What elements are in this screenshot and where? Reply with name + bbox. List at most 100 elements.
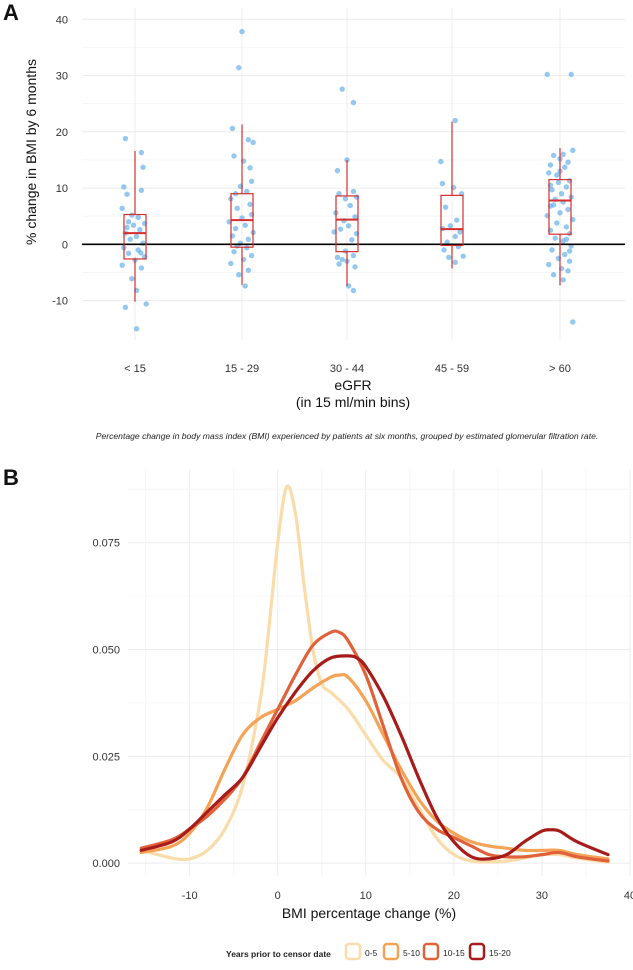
data-point [236, 272, 242, 278]
data-point [137, 227, 143, 233]
panel-a-y-tick-label: -10 [52, 296, 68, 308]
panel-a-y-axis-label: % change in BMI by 6 months [23, 59, 39, 245]
data-point [127, 236, 133, 242]
data-point [563, 184, 570, 190]
data-point [438, 158, 444, 165]
legend-title: Years prior to censor date [226, 949, 331, 959]
data-point [352, 214, 358, 220]
data-point [336, 190, 342, 197]
data-point [549, 187, 555, 193]
data-point [234, 205, 240, 212]
density-curve-5-10 [139, 672, 610, 861]
panel-a-y-tick-label: 20 [56, 127, 68, 139]
panel-b-y-tick-label: 0.075 [92, 538, 120, 550]
data-point [562, 251, 568, 258]
panel-b-label: B [3, 465, 19, 490]
data-point [125, 250, 132, 257]
panel-b-y-tick-label: 0.025 [92, 751, 120, 763]
data-point [337, 226, 344, 232]
data-point [231, 153, 237, 159]
box-iqr [123, 213, 147, 260]
data-point [550, 202, 557, 208]
data-point [231, 248, 237, 255]
data-point [239, 28, 245, 35]
data-point [242, 222, 248, 228]
data-point [550, 272, 557, 278]
legend-label: 10-15 [443, 948, 465, 958]
data-point [570, 147, 576, 154]
data-point [552, 235, 558, 241]
panel-a-y-tick-label: 10 [56, 183, 68, 195]
panel-b-y-ticks: 0.000 0.025 0.050 0.075 [92, 538, 120, 871]
legend-key-5-10 [382, 942, 400, 961]
data-point [119, 205, 125, 212]
data-point [125, 219, 132, 225]
data-point [236, 64, 242, 71]
legend-label: 5-10 [403, 948, 420, 958]
data-point [350, 188, 357, 195]
data-point [138, 149, 145, 156]
data-point [247, 201, 253, 208]
panel-a-y-ticks: -10 0 10 20 30 40 [52, 14, 68, 307]
panel-b-x-tick-label: 0 [275, 890, 281, 902]
data-point [457, 229, 463, 235]
panel-b-x-tick-label: 10 [360, 890, 372, 902]
data-point [250, 139, 256, 146]
data-point [349, 237, 355, 243]
data-point [560, 151, 566, 158]
data-point [342, 196, 349, 202]
panel-a-x-axis-sublabel: (in 15 ml/min bins) [296, 394, 410, 410]
data-point [549, 247, 555, 253]
data-point [122, 304, 129, 311]
data-point [566, 258, 573, 264]
data-point [447, 223, 454, 229]
box-iqr [548, 179, 572, 235]
data-point [138, 265, 145, 271]
data-point [245, 236, 252, 242]
data-point [546, 170, 552, 176]
data-point [245, 267, 252, 273]
data-point [229, 125, 236, 132]
data-point [546, 261, 552, 268]
panel-b-x-tick-label: 30 [536, 890, 548, 902]
data-point [570, 319, 576, 325]
data-point [336, 261, 342, 267]
data-point [555, 179, 562, 186]
data-point [444, 239, 450, 245]
panel-b-x-tick-label: 40 [624, 890, 633, 902]
data-point [454, 217, 460, 223]
data-point [244, 188, 250, 195]
panel-a-y-tick-label: 0 [62, 239, 68, 251]
panel-a-x-axis-label: eGFR [334, 377, 371, 393]
legend-key-10-15 [422, 942, 440, 961]
data-point [446, 254, 452, 260]
panel-b-y-tick-label: 0.050 [92, 644, 120, 656]
data-point [339, 256, 345, 263]
data-point [124, 224, 130, 231]
data-point [439, 180, 446, 187]
legend-label: 0-5 [365, 948, 378, 958]
panel-b-x-ticks: -10 0 10 20 30 40 [182, 890, 633, 902]
panel-a-x-tick-label: > 60 [549, 363, 571, 375]
panel-a-x-tick-label: 45 - 59 [435, 363, 469, 375]
data-point [121, 184, 127, 190]
data-point [242, 283, 248, 289]
data-point [350, 252, 357, 259]
data-point [228, 260, 234, 267]
panel-a-x-tick-label: 15 - 29 [225, 363, 259, 375]
data-point [565, 206, 571, 213]
data-point [130, 222, 137, 228]
density-curve-0-5 [139, 484, 610, 864]
panel-b-x-tick-label: 20 [448, 890, 460, 902]
data-point [550, 152, 557, 159]
density-curve-15-20 [139, 654, 610, 861]
data-point [563, 236, 570, 242]
data-point [452, 233, 458, 240]
panel-b-x-axis-label: BMI percentage change (%) [282, 905, 456, 921]
data-point [557, 210, 563, 216]
data-point [143, 301, 149, 307]
data-point [138, 187, 145, 194]
data-point [350, 287, 357, 294]
data-point [334, 167, 341, 174]
